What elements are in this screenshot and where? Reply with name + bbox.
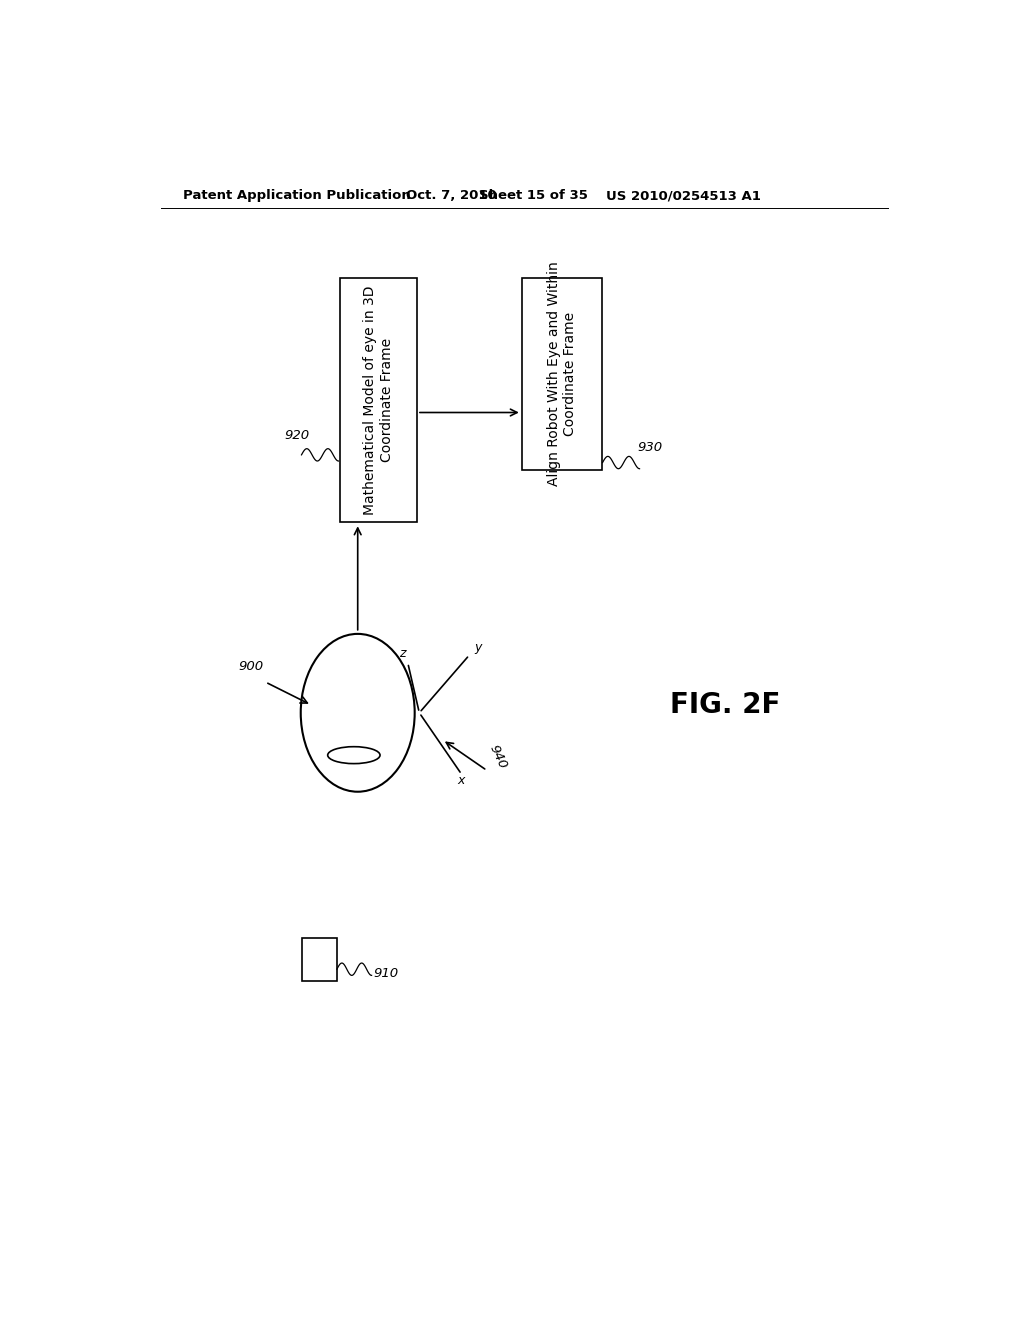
Text: 910: 910 <box>373 968 398 979</box>
Text: US 2010/0254513 A1: US 2010/0254513 A1 <box>606 189 761 202</box>
Bar <box>340 277 417 521</box>
Text: Align Robot With Eye and Within
Coordinate Frame: Align Robot With Eye and Within Coordina… <box>547 261 577 486</box>
Ellipse shape <box>328 747 380 763</box>
Text: y: y <box>475 642 482 655</box>
Text: Mathematical Model of eye in 3D
Coordinate Frame: Mathematical Model of eye in 3D Coordina… <box>364 285 393 515</box>
Text: Sheet 15 of 35: Sheet 15 of 35 <box>478 189 588 202</box>
Bar <box>301 937 337 981</box>
Text: z: z <box>399 647 406 660</box>
Text: FIG. 2F: FIG. 2F <box>670 690 780 719</box>
Bar <box>521 277 602 470</box>
Text: 920: 920 <box>285 429 309 442</box>
Text: Oct. 7, 2010: Oct. 7, 2010 <box>407 189 497 202</box>
Text: 930: 930 <box>637 441 663 454</box>
Text: 900: 900 <box>239 660 263 673</box>
Text: 940: 940 <box>487 743 510 771</box>
Text: Patent Application Publication: Patent Application Publication <box>183 189 411 202</box>
Text: x: x <box>458 774 465 787</box>
Ellipse shape <box>301 634 415 792</box>
